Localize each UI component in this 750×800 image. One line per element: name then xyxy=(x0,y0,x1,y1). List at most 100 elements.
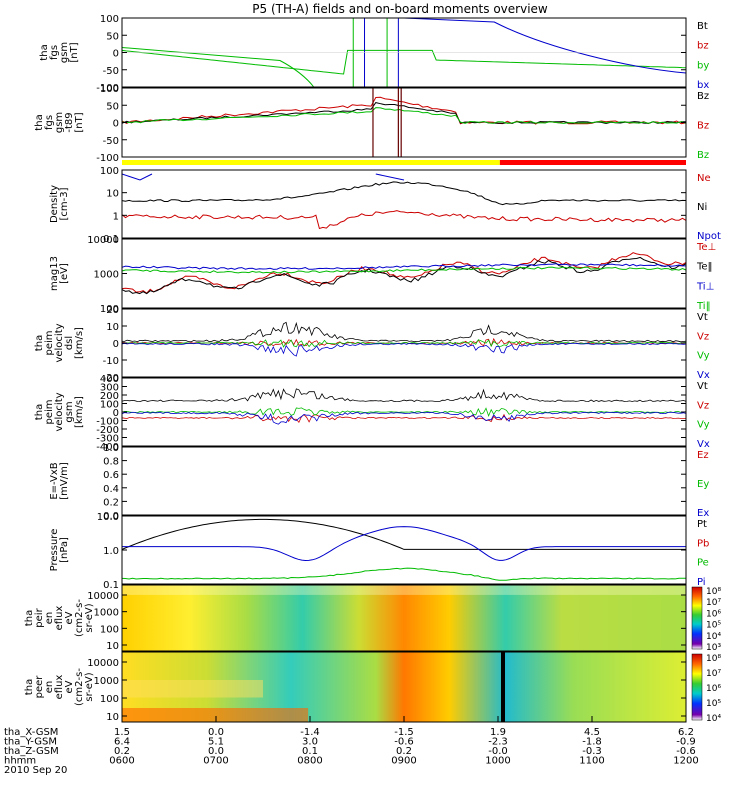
colorbar-tick-label: 10⁶ xyxy=(706,609,721,619)
y-axis-label-line: tha xyxy=(34,114,45,130)
legend-entry: Ti‖ xyxy=(696,301,711,312)
y-axis-label-line: gsm xyxy=(54,112,65,133)
y-axis-label-line: [nT] xyxy=(74,112,85,132)
y-tick-label: 0 xyxy=(113,49,119,60)
spectrogram-top-band xyxy=(122,585,686,595)
y-axis-label-line: [nPa] xyxy=(59,537,70,563)
legend-entry: Bt xyxy=(697,21,708,32)
y-tick-label: 0.0 xyxy=(103,511,119,522)
x-tick-label: 0.2 xyxy=(396,746,412,757)
y-tick-label: 10000 xyxy=(87,235,119,246)
legend-entry: Ne xyxy=(697,173,711,184)
y-tick-label: -100 xyxy=(96,153,119,164)
panel-10: 10⁸ 10⁷ 10⁶ 10⁵ 10⁴ 10000 1000 100 10 tha peer en ef… xyxy=(24,651,721,724)
by-series xyxy=(121,49,687,75)
y-tick-label: 0 xyxy=(113,408,119,419)
x-tick-label: -1.5 xyxy=(394,727,414,738)
y-tick-label: 0 xyxy=(113,339,119,350)
y-axis-label-line: [mV/m] xyxy=(59,462,70,500)
y-tick-label: 100 xyxy=(100,694,119,705)
y-axis-label-line: peim xyxy=(44,399,55,424)
y-axis-label-line: mag13 xyxy=(49,256,60,291)
y-tick-label: 10000 xyxy=(87,658,119,669)
y-tick-label: 10 xyxy=(106,322,119,333)
mode-bar-yellow xyxy=(122,160,500,165)
y-axis-label-line: eV xyxy=(64,680,75,693)
y-tick-label: 50 xyxy=(106,101,119,112)
y-axis-label-line: fgs xyxy=(49,45,60,60)
figure-title: P5 (TH-A) fields and on-board moments ov… xyxy=(252,2,548,16)
y-tick-label: 100 xyxy=(100,166,119,177)
x-tick-label: -0.0 xyxy=(488,746,508,757)
panel-frame xyxy=(121,169,687,239)
y-axis-label-line: sr-eV) xyxy=(84,603,95,632)
y-tick-label: 10000 xyxy=(87,591,119,602)
legend-entry: Te⊥ xyxy=(696,242,716,253)
legend-entry: Pt xyxy=(697,519,707,530)
y-axis-label-line: gsm xyxy=(64,401,75,422)
panel-7: 1.0 0.8 0.6 0.4 0.2 0.0 E=-VxB [mV/m] Ez Ey Ex xyxy=(49,443,709,522)
y-tick-label: 1.0 xyxy=(103,546,119,557)
y-axis-label-line: [km/s] xyxy=(74,327,85,359)
x-tick-label: 0700 xyxy=(203,756,228,767)
ti-perp-series xyxy=(121,263,686,270)
npot-series xyxy=(121,173,405,181)
legend-entry: Bz xyxy=(697,121,709,132)
y-tick-label: 1000 xyxy=(94,608,119,619)
legend-entry: Vz xyxy=(697,331,709,342)
bz-green-series xyxy=(121,107,687,124)
x-tick-label: 5.1 xyxy=(208,737,224,748)
spectrogram-mid-band xyxy=(122,680,263,698)
legend-entry: bx xyxy=(697,80,709,91)
panel-frame xyxy=(121,446,687,516)
y-axis-label-line: eV xyxy=(64,611,75,624)
y-axis-label-line: tha xyxy=(39,44,50,60)
legend-entry: Pi xyxy=(697,577,706,588)
spectrogram-image xyxy=(122,585,686,651)
y-axis-label: mag13 [eV] xyxy=(49,256,70,291)
legend-entry: Ez xyxy=(697,450,709,461)
x-row-label: tha_Y-GSM xyxy=(4,737,57,748)
y-axis-label-line: tha xyxy=(24,610,35,626)
y-tick-label: 100 xyxy=(100,304,119,315)
ne-series xyxy=(121,210,687,230)
y-axis-label: tha peer en eflux eV (cm2-s-sr-eV) xyxy=(24,668,95,706)
ni-series xyxy=(121,181,687,206)
mode-bar-red xyxy=(499,160,686,165)
y-tick-label: 0.4 xyxy=(103,484,119,495)
y-axis-label-line: peir xyxy=(34,607,45,627)
x-tick-label: -0.9 xyxy=(676,737,696,748)
y-tick-label: 10 xyxy=(106,641,119,652)
y-axis-label-line: eflux xyxy=(54,675,65,700)
y-tick-label: 10 xyxy=(106,712,119,723)
spectrogram-data-gap xyxy=(501,652,505,722)
panel-4: 10000 1000 100 mag13 [eV] Te⊥ Te‖ Ti⊥ Ti‖ xyxy=(49,235,716,315)
legend-entry: bz xyxy=(697,41,709,52)
y-axis-label: Density [cm-3] xyxy=(49,185,70,223)
y-axis-label-line: tha xyxy=(34,335,45,351)
y-tick-label: 200 xyxy=(100,391,119,402)
y-axis-label-line: (cm2-s- xyxy=(74,599,85,637)
legend-entry: Te‖ xyxy=(696,262,713,273)
x-row-label: tha_X-GSM xyxy=(4,727,58,738)
legend-entry: Ex xyxy=(697,508,709,519)
x-tick-label: 0.2 xyxy=(114,746,130,757)
panel-frame xyxy=(121,238,687,309)
x-tick-label: -1.8 xyxy=(582,737,602,748)
y-tick-label: -10 xyxy=(103,356,119,367)
y-axis-label-line: Pressure xyxy=(49,529,60,572)
legend-entry: Vy xyxy=(697,351,710,362)
y-tick-label: -50 xyxy=(103,136,119,147)
colorbar-tick-label: 10⁸ xyxy=(706,587,721,597)
y-axis-label-line: dsl xyxy=(64,336,75,350)
x-tick-label: 0.0 xyxy=(208,746,224,757)
y-tick-label: 0.8 xyxy=(103,457,119,468)
x-tick-label: 0.1 xyxy=(302,746,318,757)
vt-series xyxy=(121,388,687,403)
y-axis-label-line: [eV] xyxy=(59,263,70,284)
y-tick-label: -100 xyxy=(96,83,119,94)
y-axis-label-line: peer xyxy=(34,675,45,699)
by-series-left xyxy=(121,47,315,88)
